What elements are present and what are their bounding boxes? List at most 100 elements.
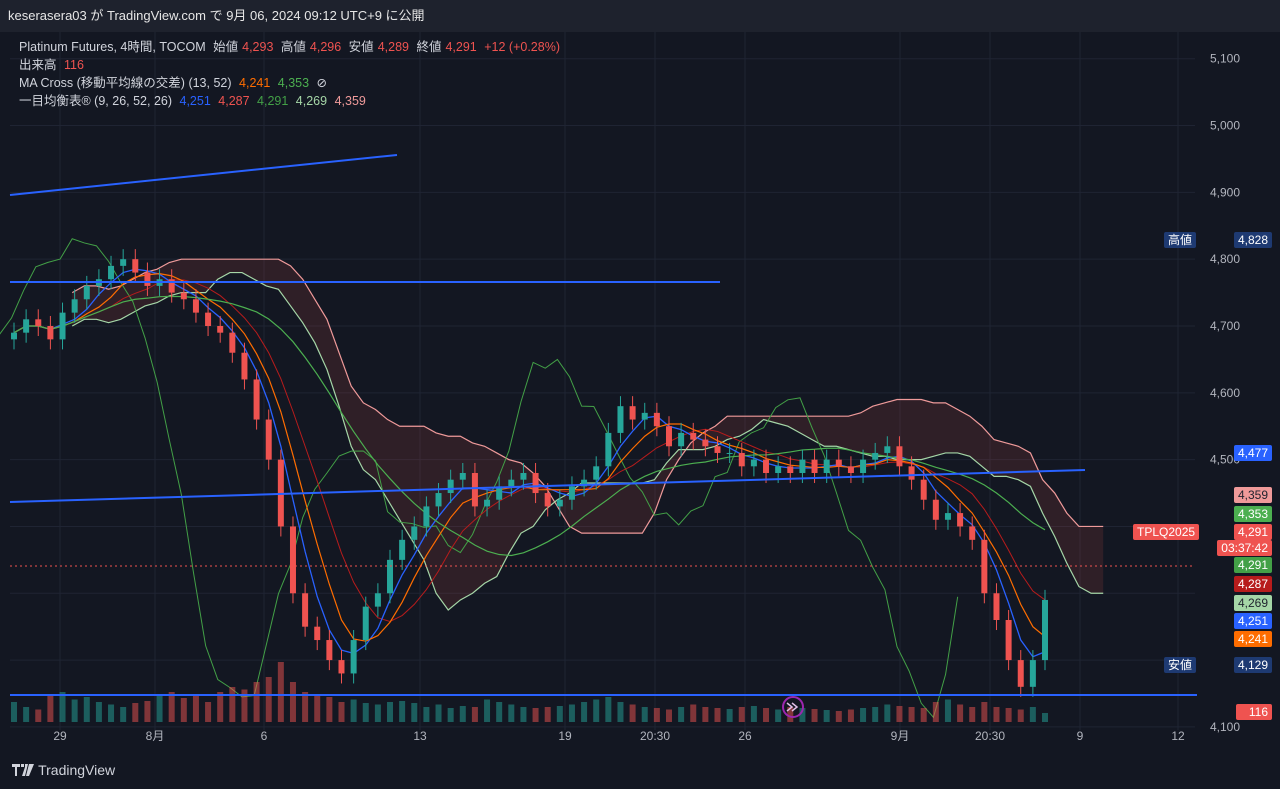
candle-body: [459, 473, 466, 480]
candle-body: [362, 606, 369, 641]
volume-bar: [665, 709, 672, 722]
volume-bar: [581, 702, 588, 722]
candle-body: [35, 319, 42, 326]
trendline-value-badge: 4,477: [1233, 445, 1272, 461]
volume-bar: [47, 694, 54, 722]
volume-bar: [811, 709, 818, 722]
chart-area[interactable]: 5,100 5,000 4,900 4,800 4,700 4,600 4,500 4,100…: [0, 32, 1280, 752]
volume-bar: [872, 707, 879, 722]
price-tick-label: 4,600: [1210, 386, 1240, 400]
candle-body: [59, 312, 66, 340]
footer-brand: TradingView: [38, 762, 116, 778]
volume-bar: [908, 707, 915, 722]
symbol-tag-badge: TPLQ2025: [1133, 524, 1200, 540]
candle-body: [205, 312, 212, 326]
candle-body: [132, 259, 139, 273]
candle-body: [265, 419, 272, 460]
price-tick-label: 4,700: [1210, 319, 1240, 333]
volume-bar: [1029, 707, 1036, 722]
candle-body: [763, 459, 770, 473]
candle-body: [423, 506, 430, 527]
legend-volume-row[interactable]: 出来高 116: [19, 56, 564, 74]
volume-bar: [847, 709, 854, 722]
time-tick-label: 20:30: [640, 729, 670, 743]
candle-body: [1042, 599, 1048, 661]
price-tick-label: 4,100: [1210, 720, 1240, 734]
ichimoku-span-a-line: [71, 271, 1104, 611]
candle-body: [702, 439, 709, 447]
footer-bar: TradingView: [0, 752, 1280, 789]
volume-bar: [387, 702, 394, 722]
volume-bar: [896, 706, 903, 722]
last-price-badge: 4,291: [1233, 524, 1272, 540]
chart-canvas[interactable]: 5,100 5,000 4,900 4,800 4,700 4,600 4,500 4,100…: [0, 32, 1280, 752]
candle-body: [811, 459, 818, 473]
candle-body: [896, 446, 903, 467]
price-tick-label: 5,100: [1210, 52, 1240, 66]
chikou-value-badge: 4,291: [1233, 557, 1272, 573]
candle-body: [605, 432, 612, 467]
candle-body: [556, 499, 563, 507]
volume-bar: [496, 702, 503, 722]
time-tick-label: 9: [1077, 729, 1084, 743]
volume-bar: [11, 702, 17, 722]
legend-change: +12 (+0.28%): [484, 40, 560, 54]
volume-bar: [702, 707, 709, 722]
volume-bar: [556, 706, 563, 722]
volume-bar: [617, 702, 624, 722]
volume-bar: [605, 697, 612, 722]
candle-body: [471, 473, 478, 507]
kijun-value-badge: 4,287: [1233, 576, 1272, 592]
candle-body: [314, 626, 321, 641]
volume-bar: [981, 702, 988, 722]
legend-ma-row[interactable]: MA Cross (移動平均線の交差) (13, 52) 4,241 4,353…: [19, 74, 564, 92]
candle-body: [23, 319, 30, 333]
price-tick-label: 4,500: [1210, 453, 1240, 467]
legend-ma-slow: 4,353: [277, 76, 310, 90]
candle-body: [435, 493, 442, 507]
candle-body: [678, 432, 685, 447]
volume-bar: [641, 707, 648, 722]
volume-bar: [265, 677, 272, 722]
candle-body: [690, 432, 697, 440]
volume-bar: [205, 702, 212, 722]
candle-body: [1029, 660, 1036, 687]
candle-body: [241, 352, 248, 380]
volume-bar: [144, 701, 151, 722]
low-label-badge: 安値: [1164, 657, 1197, 673]
volume-bar: [678, 707, 685, 722]
volume-bar: [59, 692, 66, 722]
volume-bar: [241, 689, 248, 722]
candle-body: [411, 526, 418, 540]
publish-line: keserasera03 が TradingView.com で 9月 06, …: [8, 8, 425, 23]
volume-bar: [459, 706, 466, 722]
legend-ma-label: MA Cross (移動平均線の交差) (13, 52): [19, 76, 232, 90]
volume-bar: [750, 706, 757, 722]
price-tick-label: 5,000: [1210, 119, 1240, 133]
candle-body: [957, 513, 964, 527]
candle-body: [289, 526, 296, 594]
candle-body: [653, 412, 660, 427]
volume-bar: [411, 703, 418, 722]
volume-bar: [83, 697, 90, 722]
volume-bar: [180, 698, 187, 722]
volume-bar: [799, 708, 806, 722]
volume-bar: [484, 699, 491, 722]
hidden-eye-icon[interactable]: ⊘: [316, 76, 328, 90]
volume-bar: [302, 692, 309, 722]
legend-low: 4,289: [377, 40, 409, 54]
tv-logo-icon[interactable]: [12, 762, 38, 778]
volume-bar: [35, 709, 42, 722]
volume-bar: [289, 682, 296, 722]
volume-bar: [314, 694, 321, 722]
volume-bar: [775, 709, 782, 722]
candle-body: [1017, 660, 1024, 687]
legend-symbol-row[interactable]: Platinum Futures, 4時間, TOCOM 始値 4,293 高値 4…: [19, 38, 564, 56]
legend-ichi-spanB: 4,359: [334, 94, 366, 108]
candle-body: [83, 285, 90, 300]
volume-bar: [884, 704, 891, 722]
volume-bar: [471, 707, 478, 722]
legend-ichimoku-row[interactable]: 一目均衡表® (9, 26, 52, 26) 4,251 4,287 4,291…: [19, 92, 564, 110]
legend-open-label: 始値: [213, 40, 239, 54]
volume-bar: [447, 708, 454, 722]
